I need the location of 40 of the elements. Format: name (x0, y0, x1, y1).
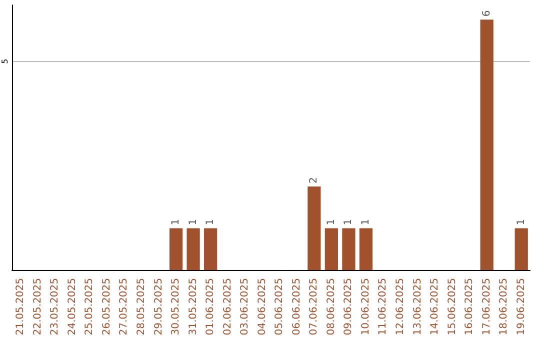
data-label: 1 (205, 218, 216, 226)
x-tick-label: 16.06.2025 (464, 278, 476, 336)
x-tick-label: 24.05.2025 (66, 278, 78, 336)
x-tick-label: 03.06.2025 (240, 278, 251, 336)
x-tick-label: 25.05.2025 (84, 278, 96, 336)
data-label: 1 (188, 218, 199, 226)
x-tick-label: 04.06.2025 (256, 278, 268, 336)
data-label: 1 (360, 218, 372, 226)
x-tick-label: 23.05.2025 (50, 278, 61, 336)
x-tick-label: 13.06.2025 (412, 278, 424, 336)
x-tick-label: 30.05.2025 (170, 278, 182, 336)
x-tick-label: 14.06.2025 (430, 278, 441, 336)
x-tick-label: 26.05.2025 (101, 278, 112, 336)
x-tick-label: 10.06.2025 (360, 278, 372, 336)
data-label: 1 (170, 218, 182, 226)
x-tick-label: 07.06.2025 (308, 278, 320, 336)
x-tick-label: 18.06.2025 (498, 278, 510, 336)
x-tick-label: 05.06.2025 (274, 278, 286, 336)
x-tick-label: 02.06.2025 (222, 278, 234, 336)
y-tick-label: 5 (0, 58, 10, 64)
x-tick-label: 01.06.2025 (205, 278, 216, 336)
x-tick-label: 27.05.2025 (118, 278, 130, 336)
data-label: 1 (516, 218, 527, 226)
data-label: 1 (326, 218, 337, 226)
x-tick-label: 29.05.2025 (153, 278, 164, 336)
x-tick-label: 19.06.2025 (516, 278, 527, 336)
x-tick-label: 12.06.2025 (395, 278, 406, 336)
x-tick-label: 31.05.2025 (188, 278, 199, 336)
x-tick-label: 28.05.2025 (136, 278, 147, 336)
data-label: 6 (481, 10, 492, 17)
x-tick-label: 21.05.2025 (15, 278, 26, 336)
x-tick-label: 09.06.2025 (343, 278, 354, 336)
x-tick-label: 11.06.2025 (378, 278, 389, 336)
x-tick-label: 17.06.2025 (481, 278, 492, 336)
data-label: 2 (308, 177, 320, 184)
x-tick-label: 08.06.2025 (326, 278, 337, 336)
data-label: 1 (343, 218, 354, 226)
x-tick-label: 06.06.2025 (291, 278, 302, 336)
x-tick-label: 22.05.2025 (32, 278, 44, 336)
x-tick-label: 15.06.2025 (446, 278, 458, 336)
